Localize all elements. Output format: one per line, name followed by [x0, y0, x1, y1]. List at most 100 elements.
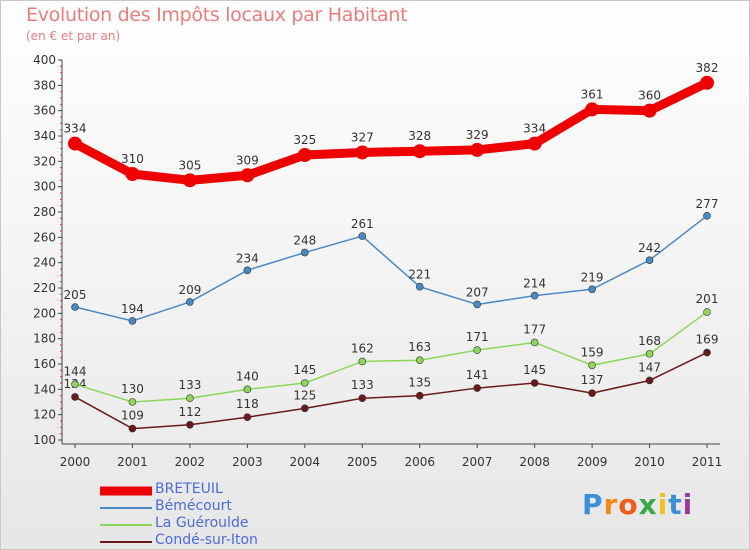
data-label: 234 [236, 251, 259, 265]
y-tick-label: 360 [33, 104, 56, 118]
data-label: 141 [466, 368, 489, 382]
chart-title: Evolution des Impôts locaux par Habitant [26, 4, 408, 26]
data-label: 137 [581, 373, 604, 387]
data-label: 125 [293, 388, 316, 402]
logo-letter: P [582, 488, 604, 521]
data-label: 360 [638, 89, 661, 103]
data-label: 214 [523, 277, 546, 291]
data-point [71, 380, 79, 389]
x-tick-label: 2005 [347, 455, 378, 469]
data-point [703, 348, 711, 357]
data-point [412, 144, 427, 159]
data-point [243, 385, 252, 394]
data-point [128, 398, 137, 406]
data-label: 162 [351, 341, 374, 355]
x-tick-label: 2008 [519, 455, 550, 469]
data-point [473, 300, 481, 309]
data-label: 109 [121, 409, 144, 423]
logo-letter: i [657, 488, 669, 521]
y-tick-label: 200 [33, 306, 56, 320]
data-point [182, 173, 197, 188]
data-label: 171 [466, 330, 489, 344]
data-point [240, 168, 255, 183]
data-point [186, 420, 194, 429]
logo-letter: r [603, 488, 619, 521]
data-point [355, 145, 370, 160]
data-label: 242 [638, 241, 661, 255]
data-point [71, 303, 79, 311]
data-label: 118 [236, 397, 259, 411]
legend-label-gueroulde: La Guéroulde [155, 515, 249, 531]
x-tick-label: 2009 [577, 455, 608, 469]
proxiti-logo: Proxiti [582, 488, 693, 521]
data-point [186, 298, 194, 306]
data-label: 261 [351, 217, 374, 231]
data-point [415, 391, 424, 400]
logo-letter: x [638, 488, 658, 521]
y-tick-label: 100 [33, 433, 56, 447]
data-label: 205 [64, 288, 87, 302]
data-label: 361 [581, 87, 604, 101]
data-point [585, 102, 600, 117]
data-point [530, 338, 539, 347]
legend-swatch-bemecourt [100, 506, 152, 509]
data-point [301, 404, 309, 413]
data-point [128, 424, 137, 433]
data-label: 163 [408, 340, 431, 354]
y-tick-label: 400 [33, 53, 56, 67]
y-tick-label: 180 [33, 332, 56, 346]
data-label: 145 [523, 363, 546, 377]
legend-swatch-breteuil [100, 486, 152, 495]
data-label: 130 [121, 382, 144, 396]
data-point [186, 394, 194, 403]
data-point [645, 350, 654, 358]
data-label: 248 [293, 234, 316, 248]
data-label: 209 [178, 283, 201, 297]
data-label: 144 [64, 364, 87, 378]
x-tick-label: 2006 [404, 455, 435, 469]
data-label: 133 [351, 378, 374, 392]
y-tick-label: 160 [33, 357, 56, 371]
series-line-1 [74, 215, 708, 322]
legend-label-conde: Condé-sur-Iton [155, 532, 258, 548]
chart-subtitle: (en € et par an) [26, 29, 121, 43]
y-tick-label: 260 [33, 230, 56, 244]
data-label: 221 [408, 268, 431, 282]
data-point [301, 248, 309, 257]
data-point [358, 394, 367, 403]
data-label: 145 [293, 363, 316, 377]
data-label: 277 [696, 197, 719, 211]
data-point [470, 142, 485, 157]
data-point [128, 317, 137, 325]
y-tick-label: 120 [33, 408, 56, 422]
data-point [588, 361, 596, 370]
x-tick-label: 2002 [175, 455, 206, 469]
x-tick-label: 2010 [634, 455, 665, 469]
data-point [71, 393, 79, 401]
series-line-0 [70, 78, 712, 185]
data-point [588, 389, 596, 397]
data-point [700, 75, 714, 90]
data-label: 201 [696, 292, 719, 306]
data-label: 334 [523, 122, 546, 136]
data-point [243, 413, 252, 422]
logo-letter: t [668, 488, 683, 521]
data-point [527, 136, 542, 151]
data-label: 133 [178, 378, 201, 392]
data-point [645, 256, 654, 264]
data-label: 207 [466, 285, 489, 299]
data-point [588, 285, 596, 294]
legend-swatch-gueroulde [100, 523, 152, 526]
data-point [68, 136, 82, 151]
data-label: 334 [64, 122, 87, 136]
data-label: 112 [178, 405, 201, 419]
data-point [530, 379, 539, 387]
data-label: 325 [293, 133, 316, 147]
series-line-3 [74, 351, 708, 430]
data-label: 177 [523, 322, 546, 336]
data-label: 168 [638, 334, 661, 348]
legend-label-breteuil: BRETEUIL [155, 481, 223, 497]
logo-letter: i [682, 488, 694, 521]
data-point [358, 232, 367, 240]
x-tick-label: 2000 [60, 455, 91, 469]
